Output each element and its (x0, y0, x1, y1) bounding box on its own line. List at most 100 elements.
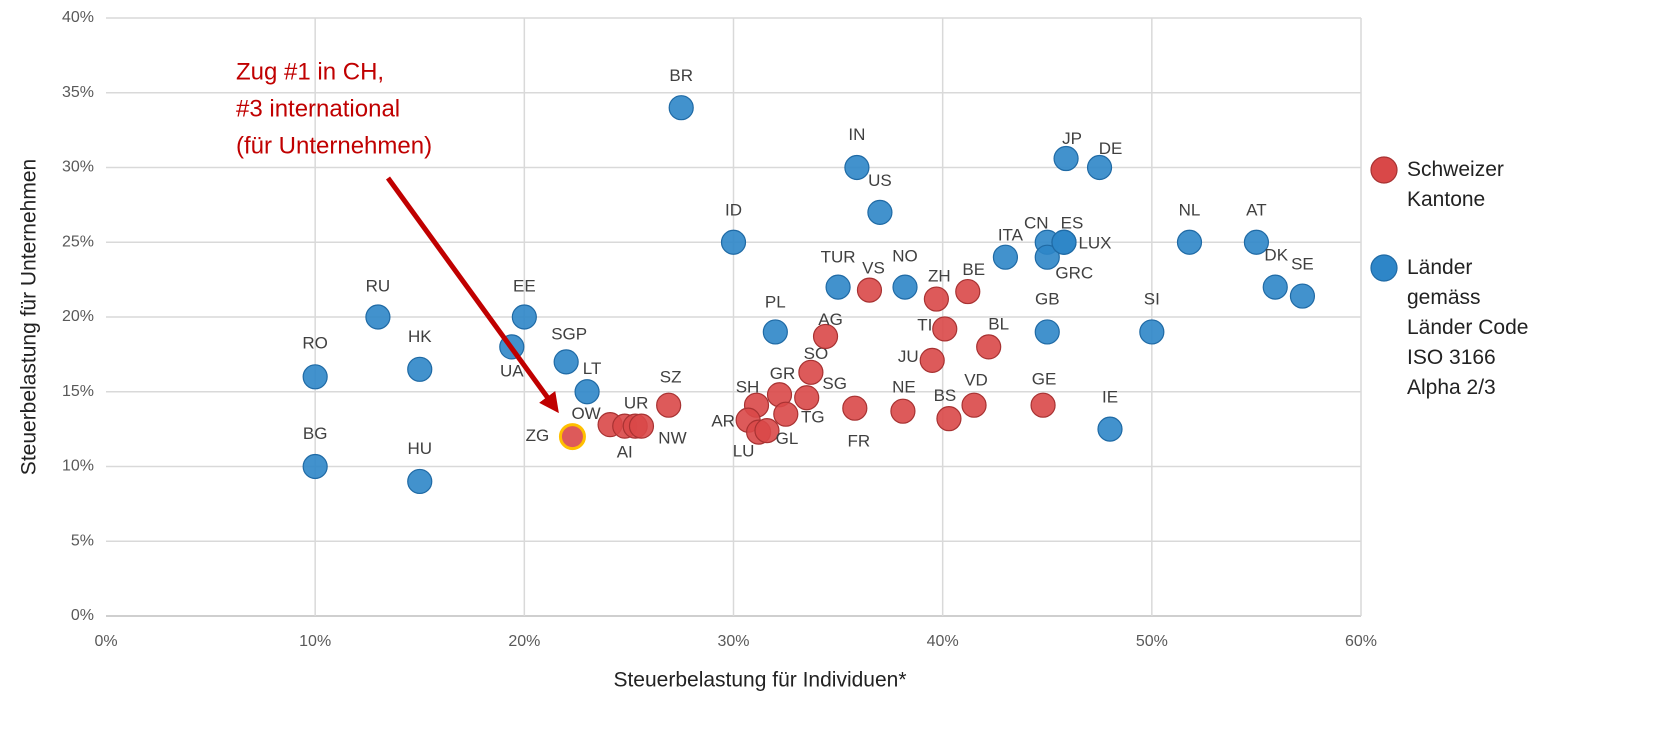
point-label: VS (862, 259, 885, 278)
point (825, 274, 851, 300)
point (1176, 229, 1203, 255)
point (1097, 416, 1123, 442)
point (1034, 244, 1060, 270)
point-label: TUR (821, 248, 856, 267)
point-label: GE (1032, 370, 1057, 389)
point-label: SG (822, 374, 847, 393)
point (798, 359, 824, 385)
point-label: HK (408, 327, 432, 346)
annotation-text: Zug #1 in CH, (236, 58, 384, 85)
y-tick-label: 30% (62, 159, 94, 176)
point (844, 154, 870, 181)
point (1139, 319, 1165, 345)
point-label: SE (1291, 255, 1314, 274)
point-label: NL (1179, 201, 1201, 220)
y-tick-label: 15% (62, 383, 94, 400)
point-label: NW (658, 429, 686, 448)
point-label: NE (892, 378, 916, 397)
y-tick-label: 5% (71, 532, 94, 549)
point (955, 278, 981, 305)
point-label: SO (804, 344, 829, 363)
point-label: SI (1144, 289, 1160, 308)
point-label: IE (1102, 388, 1118, 407)
point (656, 392, 682, 418)
y-tick-label: 20% (62, 308, 94, 325)
point-label: TI (917, 315, 932, 334)
legend-marker (1370, 254, 1398, 282)
point-label: LUX (1078, 234, 1111, 253)
point (365, 304, 391, 330)
point (1051, 229, 1077, 255)
point (754, 418, 780, 444)
point (1053, 145, 1079, 172)
x-tick-label: 50% (1136, 633, 1168, 650)
point-label: EE (513, 276, 536, 295)
point (890, 398, 916, 424)
y-tick-label: 35% (62, 84, 94, 101)
y-tick-label: 10% (62, 458, 94, 475)
point (762, 319, 788, 345)
point-label: ITA (998, 226, 1024, 245)
point-label: UA (500, 361, 524, 380)
point-label: GL (776, 429, 799, 448)
point-label: AT (1246, 201, 1266, 220)
y-axis-title: Steuerbelastung für Unternehmen (18, 159, 41, 475)
point (511, 304, 537, 330)
point (976, 334, 1002, 360)
point-label: DK (1264, 246, 1288, 265)
point (1086, 154, 1113, 181)
point (856, 277, 883, 303)
point (773, 401, 799, 427)
point-label: SZ (660, 368, 682, 387)
legend-marker (1370, 156, 1398, 184)
point-label: ZH (928, 267, 951, 286)
point (932, 316, 958, 342)
point (668, 95, 694, 121)
point-label: OW (571, 404, 600, 423)
x-tick-label: 40% (927, 633, 959, 650)
point (1034, 319, 1060, 345)
point (919, 347, 945, 373)
point (558, 423, 586, 451)
x-axis-title: Steuerbelastung für Individuen* (613, 669, 906, 692)
point-label: UR (624, 394, 649, 413)
point (812, 323, 839, 350)
x-tick-label: 30% (717, 633, 749, 650)
point-label: JU (898, 347, 919, 366)
point (1243, 229, 1270, 255)
point-label: ES (1061, 214, 1084, 233)
point (407, 356, 433, 382)
point-label: LU (733, 442, 755, 461)
x-tick-label: 60% (1345, 633, 1377, 650)
point-label: BE (962, 260, 985, 279)
point (794, 385, 820, 411)
point (302, 453, 328, 480)
point (302, 364, 328, 390)
y-tick-label: 0% (71, 607, 94, 624)
annotation-text: #3 international (236, 95, 400, 122)
x-tick-label: 20% (508, 633, 540, 650)
point-label: US (868, 171, 892, 190)
legend-label: Länder gemäss Länder Code ISO 3166 Alpha… (1407, 256, 1529, 399)
point-label: GB (1035, 289, 1060, 308)
point-label: PL (765, 292, 786, 311)
point-label: AR (711, 412, 735, 431)
y-tick-label: 25% (62, 233, 94, 250)
point-label: BG (303, 424, 328, 443)
point (1262, 274, 1288, 300)
point-label: TG (801, 408, 825, 427)
legend-label: Schweizer Kantone (1407, 158, 1504, 211)
point (1030, 392, 1056, 418)
point (1289, 283, 1316, 309)
annotation-arrow (385, 176, 559, 414)
point-label: BL (988, 314, 1009, 333)
point-label: JP (1062, 129, 1082, 148)
point (923, 286, 949, 312)
point-label: BR (669, 66, 693, 85)
point-label: SGP (551, 324, 587, 343)
point (720, 229, 747, 255)
point (553, 349, 579, 375)
point-label: HU (407, 439, 432, 458)
point-label: SH (736, 378, 760, 397)
